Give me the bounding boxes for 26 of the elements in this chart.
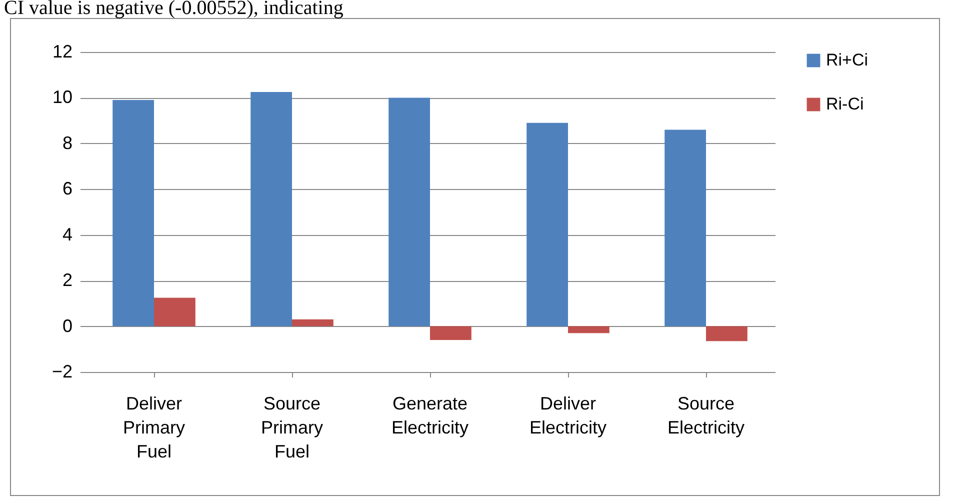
- bar: [154, 298, 196, 326]
- bar: [292, 319, 334, 326]
- bar: [664, 130, 706, 326]
- x-tick-label: Deliver Primary Fuel: [123, 394, 185, 462]
- y-tick-label: 8: [62, 132, 72, 153]
- legend-label: Ri+Ci: [826, 50, 868, 70]
- x-tick-label: Generate Electricity: [391, 394, 469, 438]
- bar: [388, 98, 430, 326]
- x-tick-label: Source Primary Fuel: [261, 394, 323, 462]
- legend-label: Ri-Ci: [826, 94, 864, 114]
- bar: [568, 326, 610, 334]
- y-tick-label: 2: [62, 270, 72, 290]
- y-tick-label: 10: [52, 87, 72, 108]
- bar: [112, 100, 154, 326]
- y-tick-label: 0: [62, 316, 72, 336]
- y-tick-label: −2: [52, 362, 72, 382]
- bar: [250, 92, 292, 326]
- bar: [706, 326, 748, 342]
- y-tick-label: 6: [62, 178, 72, 199]
- bar: [526, 122, 568, 326]
- y-tick-label: 12: [52, 42, 72, 62]
- y-tick-label: 4: [62, 224, 72, 244]
- bar: [430, 326, 472, 340]
- x-tick-label: Deliver Electricity: [529, 394, 607, 438]
- x-tick-label: Source Electricity: [667, 394, 745, 438]
- text: CI value is negative (-0.00552), indicating: [3, 0, 344, 19]
